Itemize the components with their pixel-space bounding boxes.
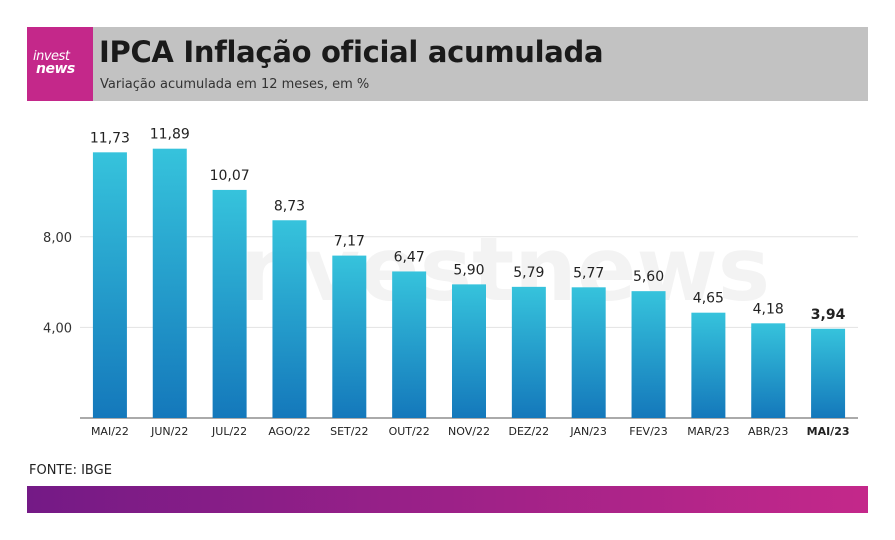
x-tick-label: SET/22 <box>330 425 368 438</box>
x-tick-label: MAR/23 <box>687 425 729 438</box>
bar <box>272 220 307 418</box>
x-tick-label: NOV/22 <box>448 425 490 438</box>
x-tick-label: JUL/22 <box>211 425 247 438</box>
bar <box>332 255 367 418</box>
bar <box>571 287 606 418</box>
data-label: 11,89 <box>150 127 190 143</box>
x-tick-label: DEZ/22 <box>509 425 550 438</box>
y-tick-label: 8,00 <box>43 231 72 246</box>
y-tick-label: 4,00 <box>43 321 72 336</box>
footer-bar <box>27 486 868 513</box>
chart-title: IPCA Inflação oficial acumulada <box>99 35 604 69</box>
data-label: 10,07 <box>210 168 250 184</box>
data-label: 4,18 <box>753 301 784 317</box>
data-label: 5,77 <box>573 265 604 281</box>
bar <box>691 312 726 418</box>
data-label: 5,90 <box>453 262 484 278</box>
bar <box>452 284 486 418</box>
data-label: 11,73 <box>90 130 130 146</box>
bar <box>811 328 846 418</box>
x-tick-label: FEV/23 <box>629 425 668 438</box>
data-label: 3,94 <box>811 307 846 323</box>
bar <box>92 152 127 419</box>
header: invest news IPCA Inflação oficial acumul… <box>27 27 868 101</box>
data-label: 5,79 <box>513 265 544 281</box>
data-label: 7,17 <box>334 234 365 250</box>
investnews-logo: invest news <box>27 27 93 101</box>
bar <box>511 286 546 418</box>
data-label: 5,60 <box>633 269 664 285</box>
x-tick-label: OUT/22 <box>389 425 430 438</box>
x-tick-label: ABR/23 <box>748 425 788 438</box>
logo-text-invest: invest <box>33 49 70 64</box>
chart-subtitle: Variação acumulada em 12 meses, em % <box>100 77 370 92</box>
data-label: 4,65 <box>693 291 724 307</box>
x-tick-label: MAI/23 <box>807 425 850 438</box>
logo-text-news: news <box>36 61 75 77</box>
bar <box>152 148 187 418</box>
x-tick-label: JUN/22 <box>150 425 188 438</box>
bar <box>631 291 666 418</box>
x-tick-label: MAI/22 <box>91 425 129 438</box>
source-note: FONTE: IBGE <box>29 463 112 478</box>
data-label: 8,73 <box>274 198 305 214</box>
x-tick-label: AGO/22 <box>268 425 310 438</box>
bar <box>751 323 786 418</box>
x-tick-label: JAN/23 <box>569 425 607 438</box>
bar <box>212 189 247 418</box>
bar <box>392 271 427 418</box>
data-label: 6,47 <box>394 249 425 265</box>
